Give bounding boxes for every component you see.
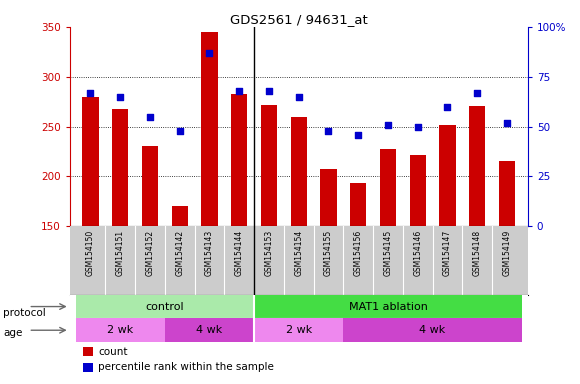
- Bar: [254, 295, 522, 318]
- Bar: [165, 318, 254, 342]
- Bar: [409, 156, 426, 226]
- Title: GDS2561 / 94631_at: GDS2561 / 94631_at: [230, 13, 368, 26]
- Bar: [84, 362, 93, 372]
- Text: GSM154148: GSM154148: [473, 230, 482, 276]
- Bar: [350, 183, 367, 226]
- Text: GSM154143: GSM154143: [205, 230, 214, 276]
- Point: [413, 124, 422, 130]
- Text: GSM154156: GSM154156: [354, 230, 362, 276]
- Point: [264, 88, 274, 94]
- Point: [146, 114, 155, 120]
- Bar: [499, 161, 515, 226]
- Bar: [142, 146, 158, 226]
- Bar: [75, 318, 165, 342]
- Bar: [112, 109, 128, 226]
- Text: control: control: [146, 301, 184, 311]
- Text: MAT1 ablation: MAT1 ablation: [349, 301, 427, 311]
- Text: GSM154149: GSM154149: [502, 230, 512, 276]
- Text: protocol: protocol: [3, 308, 46, 318]
- Text: GSM154154: GSM154154: [294, 230, 303, 276]
- Text: GSM154150: GSM154150: [86, 230, 95, 276]
- Bar: [84, 347, 93, 356]
- Bar: [439, 124, 456, 226]
- Bar: [75, 295, 254, 318]
- Text: GSM154147: GSM154147: [443, 230, 452, 276]
- Point: [205, 50, 214, 56]
- Bar: [201, 32, 218, 226]
- Bar: [261, 104, 277, 226]
- Bar: [231, 94, 248, 226]
- Text: GSM154153: GSM154153: [264, 230, 273, 276]
- Text: GSM154152: GSM154152: [146, 230, 154, 276]
- Bar: [254, 318, 343, 342]
- Point: [294, 94, 303, 100]
- Bar: [469, 106, 485, 226]
- Text: 2 wk: 2 wk: [107, 325, 133, 335]
- Point: [86, 89, 95, 96]
- Point: [115, 94, 125, 100]
- Bar: [172, 206, 188, 226]
- Bar: [320, 169, 336, 226]
- Point: [354, 131, 363, 137]
- Point: [443, 104, 452, 110]
- Text: percentile rank within the sample: percentile rank within the sample: [99, 362, 274, 372]
- Text: GSM154144: GSM154144: [235, 230, 244, 276]
- Text: GSM154142: GSM154142: [175, 230, 184, 276]
- Bar: [291, 117, 307, 226]
- Text: 2 wk: 2 wk: [285, 325, 312, 335]
- Bar: [343, 318, 522, 342]
- Point: [324, 127, 333, 134]
- Text: count: count: [99, 347, 128, 357]
- Point: [473, 89, 482, 96]
- Point: [383, 121, 393, 127]
- Text: GSM154155: GSM154155: [324, 230, 333, 276]
- Text: 4 wk: 4 wk: [419, 325, 445, 335]
- Text: GSM154146: GSM154146: [413, 230, 422, 276]
- Text: GSM154145: GSM154145: [383, 230, 393, 276]
- Bar: [82, 97, 99, 226]
- Text: 4 wk: 4 wk: [196, 325, 223, 335]
- Text: GSM154151: GSM154151: [115, 230, 125, 276]
- Point: [502, 119, 512, 126]
- Point: [234, 88, 244, 94]
- Point: [175, 127, 184, 134]
- Text: age: age: [3, 328, 22, 338]
- Bar: [380, 149, 396, 226]
